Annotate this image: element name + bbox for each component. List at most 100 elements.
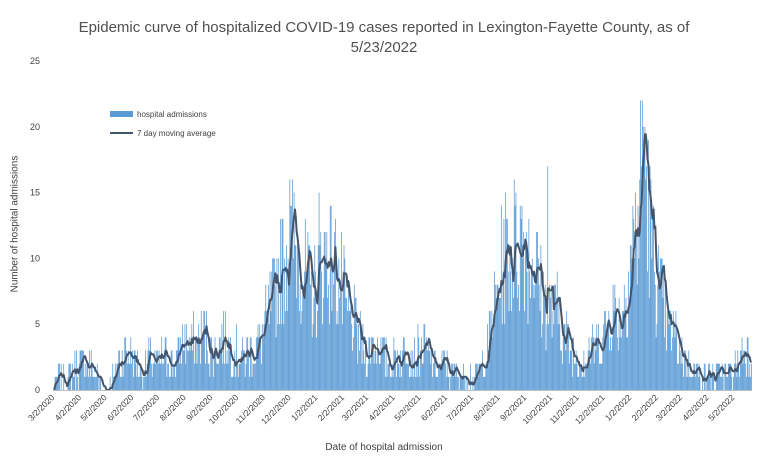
bar <box>607 324 609 390</box>
bar <box>519 311 520 390</box>
bar <box>749 363 751 390</box>
bar <box>234 350 236 390</box>
bar <box>276 258 278 390</box>
bar <box>167 363 169 390</box>
bar <box>302 284 304 390</box>
bar <box>549 284 550 390</box>
bar <box>437 376 439 390</box>
bar <box>313 297 315 390</box>
bar <box>177 337 179 390</box>
bar <box>169 376 171 390</box>
bar <box>252 363 254 390</box>
bar <box>94 376 96 390</box>
bar <box>326 232 328 390</box>
bar <box>57 376 59 390</box>
bar <box>139 363 141 390</box>
bar <box>367 363 369 390</box>
bar <box>438 363 439 390</box>
bar <box>268 324 270 390</box>
bar <box>273 258 274 390</box>
bar <box>400 350 402 390</box>
bar <box>200 363 201 390</box>
bar <box>666 350 667 390</box>
bar <box>407 363 408 390</box>
bar <box>490 337 492 390</box>
bar <box>537 232 538 390</box>
bar <box>328 324 330 390</box>
bar <box>247 337 249 390</box>
bar <box>212 376 214 390</box>
bar <box>350 297 352 390</box>
bar <box>249 337 251 390</box>
bar <box>521 205 523 390</box>
x-tick-label: 4/2/2020 <box>53 392 84 423</box>
bar <box>285 311 286 390</box>
bar <box>712 363 714 390</box>
bar <box>228 337 230 390</box>
chart-title: Epidemic curve of hospitalized COVID-19 … <box>0 18 768 58</box>
bar <box>273 258 275 390</box>
bar <box>206 311 207 390</box>
bar <box>409 376 411 390</box>
bar <box>120 376 121 390</box>
bar <box>664 337 666 390</box>
bar <box>531 258 533 390</box>
bar <box>697 376 699 390</box>
bar <box>571 350 573 390</box>
bar <box>122 376 124 390</box>
bar <box>153 363 155 390</box>
bar <box>390 376 392 390</box>
bar <box>592 324 593 390</box>
bar <box>183 350 185 390</box>
bar <box>658 245 660 390</box>
bar <box>699 376 701 390</box>
bar <box>657 284 659 390</box>
x-tick-label: 3/2/2022 <box>654 392 685 423</box>
bar <box>527 324 529 390</box>
bar <box>448 376 450 390</box>
legend-label-line: 7 day moving average <box>137 129 216 138</box>
bar <box>636 284 638 390</box>
bar <box>371 337 373 390</box>
bar <box>729 363 731 390</box>
bar <box>451 363 453 390</box>
bar <box>492 337 494 390</box>
bar <box>374 350 376 390</box>
bar <box>283 324 285 390</box>
bar <box>586 363 588 390</box>
bar <box>315 271 316 390</box>
bar <box>675 311 677 390</box>
bar <box>430 363 432 390</box>
bar <box>637 205 639 390</box>
bar <box>232 376 234 390</box>
bar <box>404 350 406 390</box>
bar <box>85 376 87 390</box>
bar <box>162 363 163 390</box>
bar <box>335 324 337 390</box>
bar <box>750 376 752 390</box>
bar <box>161 337 163 390</box>
bar <box>255 337 257 390</box>
bar <box>190 337 192 390</box>
bar <box>548 324 549 390</box>
x-tick-label: 1/2/2021 <box>289 392 320 423</box>
bar <box>140 363 142 390</box>
bar <box>378 363 380 390</box>
bar <box>327 297 329 390</box>
bar <box>507 271 509 390</box>
bar <box>180 337 182 390</box>
x-tick-label: 7/2/2021 <box>445 392 476 423</box>
bar <box>557 324 559 390</box>
bar <box>290 205 292 390</box>
bar <box>131 363 133 390</box>
bar <box>702 376 703 390</box>
bar <box>198 324 200 390</box>
bar <box>118 350 120 390</box>
bar <box>89 350 90 390</box>
bar <box>475 363 476 390</box>
bar <box>493 324 494 390</box>
bar <box>565 350 567 390</box>
bar <box>169 376 170 390</box>
bar <box>586 363 587 390</box>
bar <box>641 100 643 390</box>
